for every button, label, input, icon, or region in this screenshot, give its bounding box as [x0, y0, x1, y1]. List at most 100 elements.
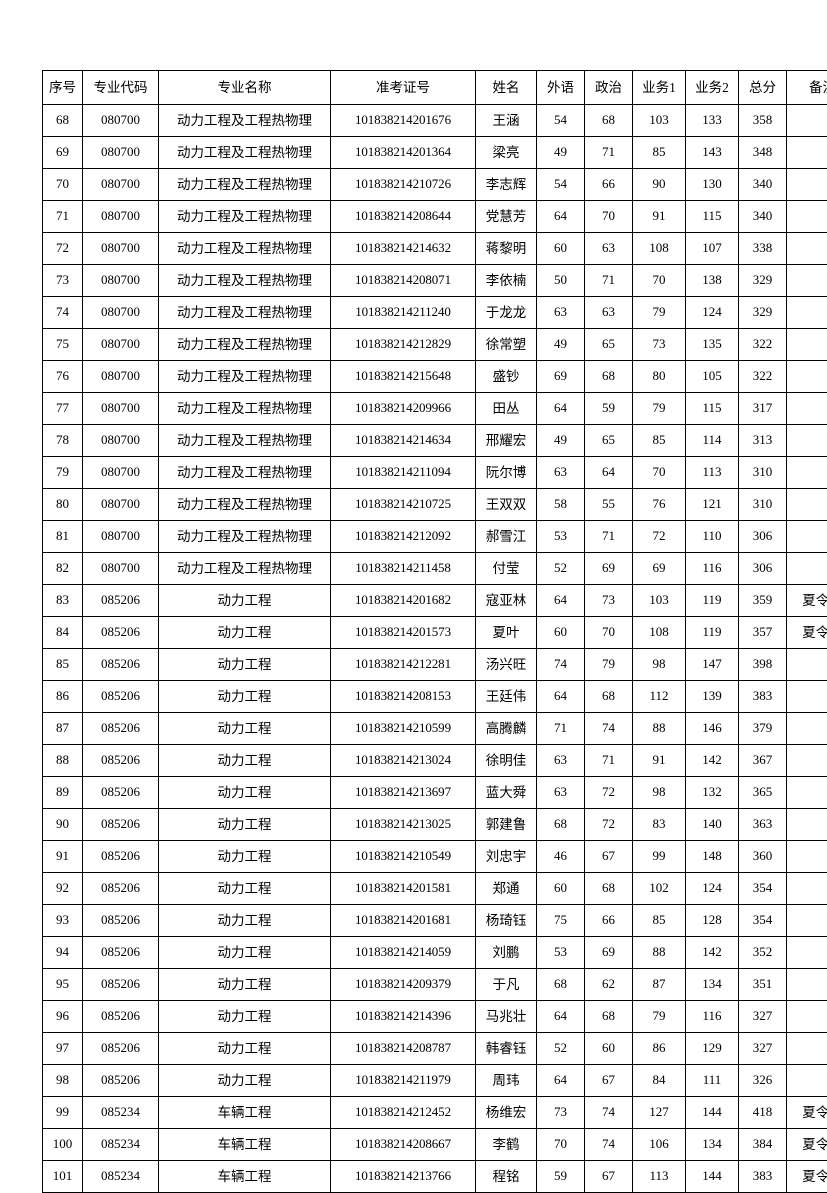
cell-politics: 74 — [585, 1129, 633, 1161]
column-header-remark: 备注 — [787, 71, 827, 105]
cell-name: 王双双 — [476, 489, 537, 521]
cell-politics: 68 — [585, 105, 633, 137]
cell-remark — [787, 521, 827, 553]
cell-name: 郝雪江 — [476, 521, 537, 553]
cell-name: 徐常塑 — [476, 329, 537, 361]
cell-total: 384 — [739, 1129, 787, 1161]
cell-biz1: 84 — [633, 1065, 686, 1097]
cell-remark — [787, 969, 827, 1001]
cell-politics: 68 — [585, 361, 633, 393]
cell-seq: 77 — [43, 393, 83, 425]
cell-code: 080700 — [83, 169, 159, 201]
cell-biz2: 121 — [686, 489, 739, 521]
cell-ticket: 101838214201681 — [331, 905, 476, 937]
cell-remark — [787, 201, 827, 233]
cell-code: 085206 — [83, 1065, 159, 1097]
cell-remark — [787, 873, 827, 905]
cell-major: 车辆工程 — [159, 1161, 331, 1193]
cell-biz1: 113 — [633, 1161, 686, 1193]
cell-major: 动力工程及工程热物理 — [159, 425, 331, 457]
cell-code: 080700 — [83, 425, 159, 457]
cell-name: 杨维宏 — [476, 1097, 537, 1129]
cell-total: 338 — [739, 233, 787, 265]
cell-politics: 74 — [585, 1097, 633, 1129]
cell-biz2: 134 — [686, 1129, 739, 1161]
cell-name: 王廷伟 — [476, 681, 537, 713]
column-header-foreign: 外语 — [537, 71, 585, 105]
cell-biz1: 85 — [633, 425, 686, 457]
cell-biz1: 102 — [633, 873, 686, 905]
cell-ticket: 101838214210726 — [331, 169, 476, 201]
column-header-biz2: 业务2 — [686, 71, 739, 105]
cell-biz1: 99 — [633, 841, 686, 873]
cell-major: 动力工程 — [159, 777, 331, 809]
cell-foreign: 60 — [537, 233, 585, 265]
cell-foreign: 75 — [537, 905, 585, 937]
cell-ticket: 101838214201676 — [331, 105, 476, 137]
cell-foreign: 52 — [537, 553, 585, 585]
cell-total: 310 — [739, 489, 787, 521]
cell-biz2: 144 — [686, 1161, 739, 1193]
cell-major: 动力工程及工程热物理 — [159, 457, 331, 489]
column-header-code: 专业代码 — [83, 71, 159, 105]
cell-code: 085206 — [83, 1001, 159, 1033]
cell-ticket: 101838214213024 — [331, 745, 476, 777]
cell-ticket: 101838214210599 — [331, 713, 476, 745]
cell-foreign: 69 — [537, 361, 585, 393]
cell-remark: 夏令营 — [787, 1161, 827, 1193]
cell-foreign: 71 — [537, 713, 585, 745]
cell-name: 于凡 — [476, 969, 537, 1001]
cell-biz1: 91 — [633, 201, 686, 233]
cell-biz1: 85 — [633, 137, 686, 169]
cell-biz2: 111 — [686, 1065, 739, 1097]
cell-foreign: 64 — [537, 585, 585, 617]
cell-total: 340 — [739, 169, 787, 201]
cell-ticket: 101838214208071 — [331, 265, 476, 297]
cell-name: 高腾麟 — [476, 713, 537, 745]
cell-foreign: 73 — [537, 1097, 585, 1129]
cell-biz2: 110 — [686, 521, 739, 553]
cell-total: 365 — [739, 777, 787, 809]
cell-remark — [787, 489, 827, 521]
cell-ticket: 101838214215648 — [331, 361, 476, 393]
cell-ticket: 101838214214396 — [331, 1001, 476, 1033]
cell-major: 动力工程 — [159, 1001, 331, 1033]
cell-remark — [787, 329, 827, 361]
cell-foreign: 64 — [537, 1001, 585, 1033]
cell-biz2: 140 — [686, 809, 739, 841]
cell-seq: 98 — [43, 1065, 83, 1097]
cell-ticket: 101838214211458 — [331, 553, 476, 585]
cell-biz2: 114 — [686, 425, 739, 457]
cell-seq: 78 — [43, 425, 83, 457]
cell-biz1: 103 — [633, 585, 686, 617]
cell-ticket: 101838214212281 — [331, 649, 476, 681]
cell-biz1: 108 — [633, 233, 686, 265]
cell-politics: 63 — [585, 297, 633, 329]
cell-foreign: 54 — [537, 169, 585, 201]
column-header-major: 专业名称 — [159, 71, 331, 105]
cell-remark — [787, 1033, 827, 1065]
column-header-seq: 序号 — [43, 71, 83, 105]
cell-seq: 97 — [43, 1033, 83, 1065]
cell-seq: 93 — [43, 905, 83, 937]
cell-major: 动力工程及工程热物理 — [159, 297, 331, 329]
cell-seq: 87 — [43, 713, 83, 745]
cell-name: 蒋黎明 — [476, 233, 537, 265]
cell-remark — [787, 905, 827, 937]
cell-seq: 94 — [43, 937, 83, 969]
cell-major: 动力工程及工程热物理 — [159, 201, 331, 233]
cell-remark — [787, 1065, 827, 1097]
cell-major: 动力工程 — [159, 713, 331, 745]
cell-politics: 71 — [585, 137, 633, 169]
cell-biz1: 98 — [633, 649, 686, 681]
cell-politics: 79 — [585, 649, 633, 681]
